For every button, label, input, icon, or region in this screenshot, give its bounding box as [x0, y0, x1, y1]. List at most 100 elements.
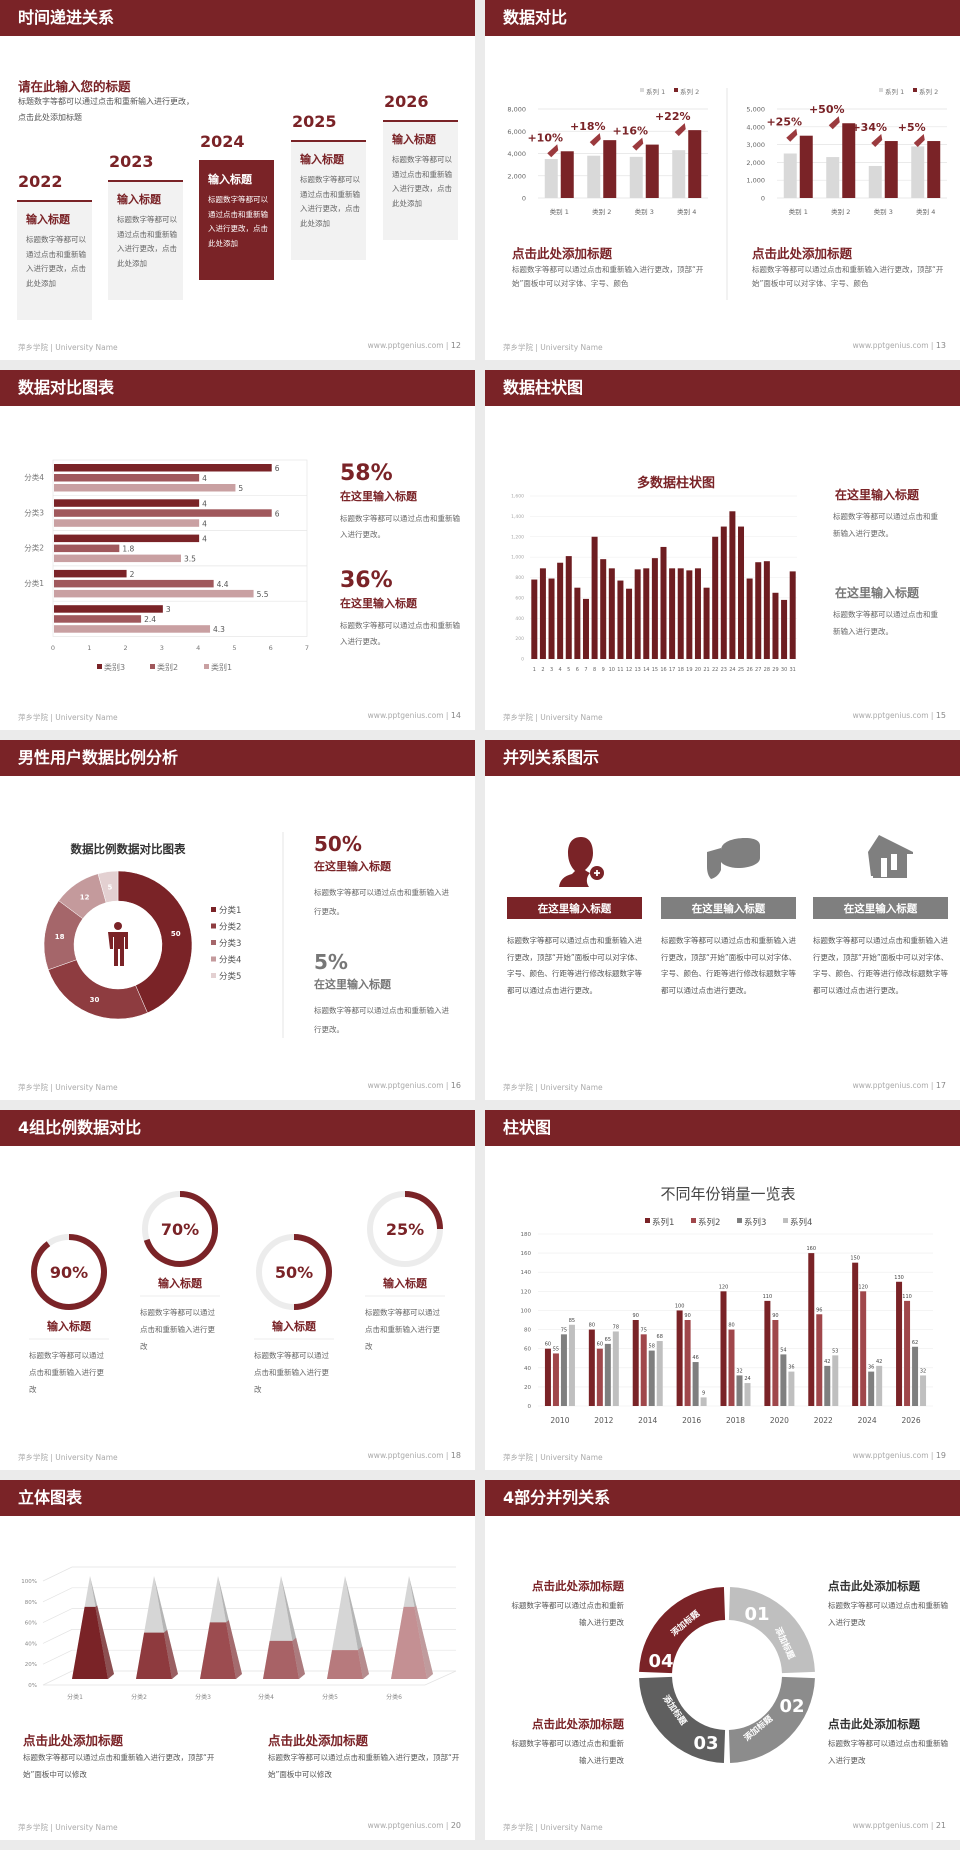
stat-text: 标题数字等都可以通过点击和重新输入进行更改。 — [314, 888, 449, 916]
footer-separator: | — [443, 1451, 451, 1460]
slide-header: 数据柱状图 — [485, 370, 960, 406]
slide-title: 时间递进关系 — [18, 8, 115, 27]
item-title-bar[interactable]: 在这里输入标题 — [507, 897, 642, 919]
ring-percent: 25% — [386, 1220, 424, 1239]
slide-title: 4部分并列关系 — [503, 1488, 611, 1507]
category-label: 分类2 — [24, 543, 44, 553]
slide-16: 男性用户数据比例分析 萍乡学院 | University Name www.pptg… — [0, 740, 475, 1100]
page-number: 17 — [935, 1081, 946, 1090]
legend-label: 系列2 — [698, 1217, 720, 1228]
footer-separator: | — [443, 711, 451, 720]
timeline-card-text: 标题数字等都可以通过点击和重新输入进行更改，点击此处添加 — [208, 195, 268, 248]
growth-arrow-icon — [632, 137, 644, 151]
slide-18: 4组比例数据对比 萍乡学院 | University Name www.pptgen… — [0, 1110, 475, 1470]
x-tick-label: 2022 — [814, 1416, 833, 1425]
pyramid-value — [327, 1650, 363, 1679]
x-tick-label: 2018 — [726, 1416, 745, 1425]
x-tick-label: 13 — [634, 667, 640, 673]
footer-right: www.pptgenius.com | 21 — [853, 1821, 946, 1830]
data-label: 90 — [684, 1313, 690, 1319]
x-tick-label: 类别 2 — [592, 207, 611, 216]
y-tick-label: 0% — [28, 1683, 37, 1689]
y-tick-label: 4,000 — [507, 150, 526, 158]
ring-percent: 70% — [161, 1220, 199, 1239]
bar — [789, 571, 796, 659]
segment-number: 03 — [693, 1733, 718, 1754]
bar-系列2 — [904, 1300, 911, 1406]
bar — [600, 559, 607, 659]
slide-header: 柱状图 — [485, 1110, 960, 1146]
pyramid-value-side — [414, 1605, 433, 1679]
item-title-bar[interactable]: 在这里输入标题 — [661, 897, 796, 919]
timeline-card[interactable]: 输入标题 标题数字等都可以通过点击和重新输入进行更改，点击此处添加 — [17, 200, 92, 320]
pyramid-value-side — [226, 1620, 242, 1679]
bar-系列3 — [604, 1343, 611, 1406]
y-tick-label: 0 — [522, 195, 526, 203]
growth-label: +5% — [898, 121, 926, 134]
legend-label: 分类3 — [219, 938, 241, 949]
bar-系列2 — [816, 1314, 823, 1406]
bar — [531, 579, 538, 659]
legend-label: 系列 2 — [919, 87, 938, 96]
ring-heading: 输入标题 — [47, 1320, 91, 1333]
panel-text: 标题数字等都可以通过点击和重新输入进行更改，顶部“开始”面板中可以修改 — [268, 1753, 460, 1779]
ring-progress — [143, 1191, 218, 1267]
data-label: 120 — [858, 1284, 868, 1290]
x-tick-label: 23 — [721, 667, 727, 673]
data-label: 85 — [569, 1318, 575, 1324]
icon-head — [114, 922, 122, 930]
section-description: 标题数字等都可以通过点击和重新输入进行更改，点击此处添加标题 — [18, 97, 194, 122]
y-tick-label: 40 — [524, 1366, 531, 1372]
slide-19: 柱状图 萍乡学院 | University Name www.pptgenius.c… — [485, 1110, 960, 1470]
footer-right: www.pptgenius.com | 13 — [853, 341, 946, 350]
timeline-card[interactable]: 输入标题 标题数字等都可以通过点击和重新输入进行更改，点击此处添加 — [108, 180, 183, 300]
gridline — [42, 1629, 456, 1644]
legend-swatch — [645, 1218, 650, 1223]
footer-separator: | — [928, 1821, 936, 1830]
y-tick-label: 4,000 — [746, 123, 765, 131]
x-tick-label: 类别 3 — [874, 207, 893, 216]
ring-percent: 90% — [50, 1263, 88, 1282]
footer-university: 萍乡学院 | University Name — [18, 1453, 118, 1462]
x-tick-label: 2026 — [902, 1416, 921, 1425]
slide-title: 并列关系图示 — [503, 748, 600, 767]
footer-right: www.pptgenius.com | 15 — [853, 711, 946, 720]
slide-header: 时间递进关系 — [0, 0, 475, 36]
y-tick-label: 0 — [521, 657, 524, 663]
page-number: 19 — [935, 1451, 946, 1460]
pie-chart-3d-icon — [707, 838, 760, 879]
bar-系列3 — [824, 1365, 831, 1406]
footer-right: www.pptgenius.com | 12 — [368, 341, 461, 350]
growth-label: +22% — [655, 110, 691, 123]
stat-heading: 在这里输入标题 — [314, 978, 391, 991]
bar-series-1 — [868, 165, 882, 198]
x-tick-label: 4 — [196, 644, 200, 652]
x-tick-label: 16 — [660, 667, 666, 673]
bar-系列3 — [912, 1346, 919, 1406]
timeline-card[interactable]: 输入标题 标题数字等都可以通过点击和重新输入进行更改，点击此处添加 — [199, 160, 274, 280]
timeline-year: 2023 — [109, 152, 154, 171]
timeline-card[interactable]: 输入标题 标题数字等都可以通过点击和重新输入进行更改，点击此处添加 — [383, 120, 458, 240]
plot-area — [52, 459, 308, 637]
cycle-segment-03 — [639, 1676, 726, 1763]
y-tick-label: 160 — [521, 1251, 532, 1257]
growth-arrow-icon — [828, 116, 840, 130]
icon-body — [108, 932, 128, 966]
timeline-card[interactable]: 输入标题 标题数字等都可以通过点击和重新输入进行更改，点击此处添加 — [291, 140, 366, 260]
slide-20: 立体图表 萍乡学院 | University Name www.pptgenius.… — [0, 1480, 475, 1840]
page-number: 12 — [450, 341, 461, 350]
x-tick-label: 2012 — [594, 1416, 613, 1425]
slide-title: 柱状图 — [503, 1118, 552, 1137]
data-label: 150 — [850, 1256, 860, 1262]
y-tick-label: 140 — [521, 1270, 532, 1276]
bar-系列1 — [544, 1348, 551, 1406]
footer-right: www.pptgenius.com | 17 — [853, 1081, 946, 1090]
x-tick-label: 类别 2 — [831, 207, 850, 216]
data-label: 6 — [275, 464, 280, 473]
x-tick-label: 30 — [781, 667, 787, 673]
item-title-bar[interactable]: 在这里输入标题 — [813, 897, 948, 919]
timeline-card-title: 输入标题 — [392, 133, 436, 146]
x-tick-label: 2016 — [682, 1416, 701, 1425]
